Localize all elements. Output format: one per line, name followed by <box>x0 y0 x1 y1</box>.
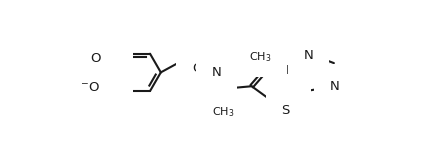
Text: CH$_3$: CH$_3$ <box>249 50 271 64</box>
Text: N: N <box>285 64 295 77</box>
Text: N: N <box>304 49 314 62</box>
Text: N: N <box>211 66 221 79</box>
Text: S: S <box>281 104 290 117</box>
Text: N: N <box>330 80 340 93</box>
Text: N$^+$: N$^+$ <box>97 65 117 80</box>
Text: O: O <box>90 52 101 65</box>
Text: $^{-}$O: $^{-}$O <box>80 81 100 93</box>
Text: CH$_3$: CH$_3$ <box>212 105 235 119</box>
Text: O: O <box>192 62 202 75</box>
